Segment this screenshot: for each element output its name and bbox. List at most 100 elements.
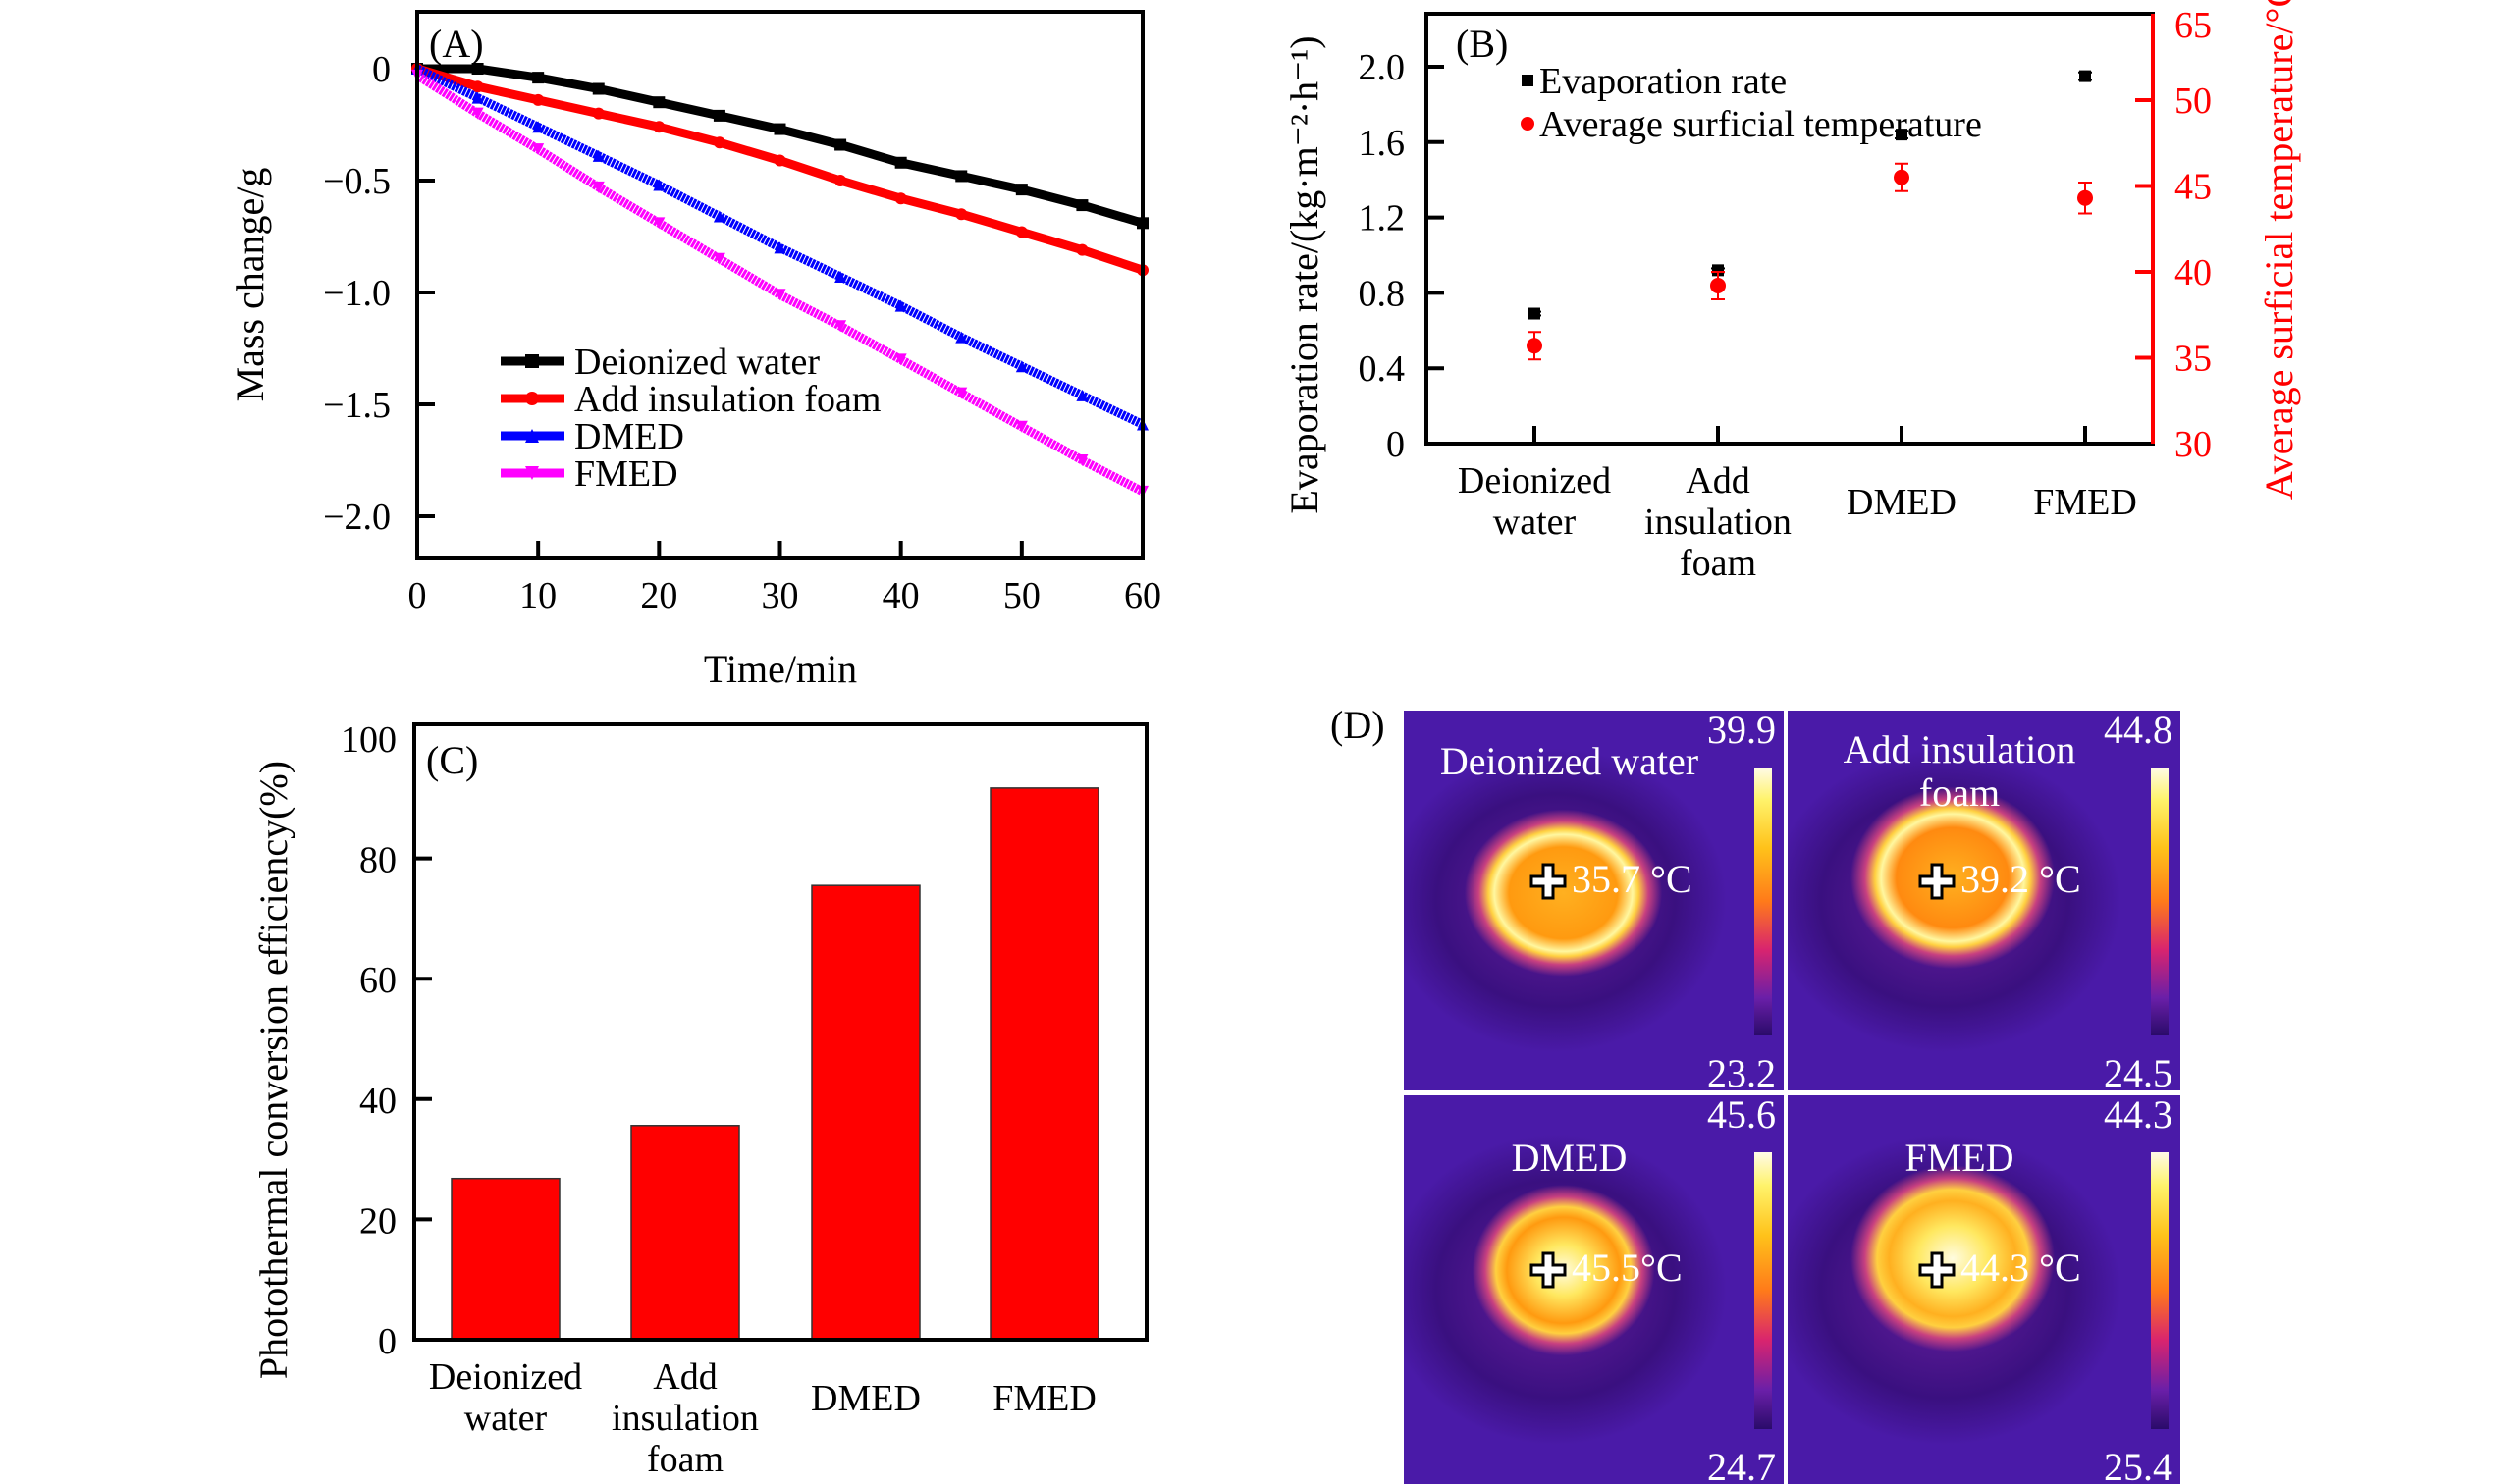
panel-b-legend-marker xyxy=(1521,117,1534,131)
panel-b-x-tick-label: water xyxy=(1493,502,1577,543)
crosshair-icon xyxy=(1918,863,1956,900)
thermal-image-title: Add insulation foam xyxy=(1788,728,2131,815)
thermal-image-dmed: DMED 45.6 24.7 45.5°C xyxy=(1404,1095,1784,1484)
thermal-image-title: FMED xyxy=(1788,1137,2131,1180)
panel-b-legend-marker xyxy=(1522,75,1533,86)
panel-b-left-tick-label: 0 xyxy=(1386,424,1405,465)
panel-a-legend-label: Add insulation foam xyxy=(574,379,881,420)
panel-a-data-point xyxy=(955,208,968,221)
center-temperature-reading: 44.3 °C xyxy=(1960,1246,2081,1291)
panel-c-x-tick-label: insulation xyxy=(612,1398,759,1439)
panel-a-data-point xyxy=(592,149,605,162)
crosshair-icon xyxy=(1529,1251,1567,1289)
panel-c-y-tick-label: 100 xyxy=(341,719,397,761)
color-scale-bar xyxy=(2151,768,2169,1035)
panel-a-y-tick-label: −1.5 xyxy=(323,385,391,426)
thermal-image-title-line: foam xyxy=(1918,770,2001,815)
panel-a-data-point xyxy=(894,156,907,169)
thermal-image-title: DMED xyxy=(1404,1137,1735,1180)
panel-a-data-point xyxy=(653,121,666,133)
thermal-image-title: Deionized water xyxy=(1404,740,1735,783)
panel-b-x-tick-label: insulation xyxy=(1644,502,1792,543)
panel-a-data-point xyxy=(894,299,907,312)
color-scale-max-label: 45.6 xyxy=(1707,1095,1776,1137)
panel-a-data-point xyxy=(471,80,484,93)
panel-a-x-tick-label: 30 xyxy=(762,575,799,616)
panel-a-data-point xyxy=(1015,420,1028,433)
panel-a-legend-label: FMED xyxy=(574,453,678,495)
panel-c-x-tick-label: Add xyxy=(653,1356,717,1398)
crosshair-icon xyxy=(1529,863,1567,900)
center-temperature-reading: 35.7 °C xyxy=(1572,857,1692,902)
panel-a-series-line xyxy=(414,71,1146,496)
panel-a-data-point xyxy=(834,138,847,151)
thermal-image-title-line: Add insulation xyxy=(1843,727,2076,771)
panel-a-data-point xyxy=(653,217,666,230)
panel-c-plot-frame xyxy=(412,722,1149,1342)
panel-a-data-point xyxy=(653,179,666,191)
panel-b-left-tick-label: 1.6 xyxy=(1359,123,1406,164)
panel-a-data-point xyxy=(532,121,545,133)
panel-a-data-point xyxy=(1076,389,1089,401)
panel-c-y-axis-label: Photothermal conversion efficiency(%) xyxy=(251,761,295,1379)
panel-c-x-tick-label: Deionized xyxy=(429,1356,582,1398)
panel-b-legend-label: Average surficial temperature xyxy=(1539,104,1982,145)
panel-a-data-point xyxy=(774,123,786,135)
panel-b-evaporation-chart: 0 0.4 0.8 1.2 1.6 2.0 30 35 40 45 50 65 Deionizedwat… xyxy=(1282,0,2301,584)
panel-a-y-axis-label: Mass change/g xyxy=(228,168,272,402)
panel-a-data-point xyxy=(834,175,847,186)
panel-a-data-point xyxy=(471,107,484,120)
panel-b-right-tick-label: 40 xyxy=(2174,252,2212,293)
panel-a-data-point xyxy=(653,96,666,109)
panel-b-left-tick-label: 2.0 xyxy=(1359,47,1406,88)
color-scale-max-label: 44.8 xyxy=(2104,711,2172,752)
panel-b-tag: (B) xyxy=(1456,22,1508,66)
panel-a-data-point xyxy=(894,192,907,205)
panel-a-x-tick-label: 0 xyxy=(408,575,427,616)
panel-b-data-point xyxy=(1710,278,1726,293)
panel-a-data-point xyxy=(713,210,725,223)
panel-a-x-tick-label: 50 xyxy=(1003,575,1041,616)
panel-a-tag: (A) xyxy=(429,22,484,66)
panel-a-mass-change-chart: (A) Mass change/g Time/min 0 −0.5 −1.0 −1.5… xyxy=(228,10,1161,691)
panel-a-data-point xyxy=(532,143,545,156)
panel-c-y-tick-label: 40 xyxy=(359,1081,397,1122)
thermal-image-title-line: DMED xyxy=(1511,1136,1628,1180)
panel-a-data-point xyxy=(713,109,725,122)
panel-a-y-tick-label: 0 xyxy=(372,49,391,90)
panel-d-tag: (D) xyxy=(1330,703,1385,747)
panel-a-data-point xyxy=(592,82,605,95)
panel-a-legend-marker xyxy=(525,392,539,405)
color-scale-max-label: 39.9 xyxy=(1707,711,1776,752)
panel-b-x-tick-label: Deionized xyxy=(1458,460,1611,502)
panel-b-data-point xyxy=(1712,264,1724,277)
panel-a-legend-marker xyxy=(525,466,539,480)
panel-a-data-point xyxy=(1076,454,1089,466)
color-scale-min-label: 24.7 xyxy=(1707,1445,1776,1484)
panel-a-data-point xyxy=(955,170,968,183)
panel-c-x-tick-label: FMED xyxy=(992,1378,1097,1419)
panel-c-tag: (C) xyxy=(426,738,478,782)
panel-a-data-point xyxy=(955,387,968,399)
panel-c-bar xyxy=(630,1125,740,1341)
panel-a-data-point xyxy=(1015,360,1028,373)
panel-a-data-point xyxy=(471,63,484,75)
panel-b-data-point xyxy=(1528,307,1540,320)
panel-c-bar xyxy=(990,787,1099,1341)
color-scale-bar xyxy=(1754,1152,1772,1429)
panel-a-data-point xyxy=(955,331,968,344)
panel-b-data-point xyxy=(1527,338,1542,354)
panel-a-series-line xyxy=(415,64,1145,275)
panel-b-x-tick-label: Add xyxy=(1686,460,1749,502)
panel-b-right-tick-label: 45 xyxy=(2174,167,2212,208)
color-scale-bar xyxy=(1754,768,1772,1035)
panel-b-x-tick-label: foam xyxy=(1680,543,1756,584)
panel-c-x-tick-label: water xyxy=(464,1398,548,1439)
panel-a-data-point xyxy=(592,181,605,193)
thermal-image-add-insulation-foam: Add insulation foam 44.8 24.5 39.2 °C xyxy=(1788,711,2180,1090)
thermal-image-title-line: FMED xyxy=(1904,1136,2014,1180)
panel-a-data-point xyxy=(834,320,847,333)
panel-b-right-tick-label: 35 xyxy=(2174,339,2212,380)
